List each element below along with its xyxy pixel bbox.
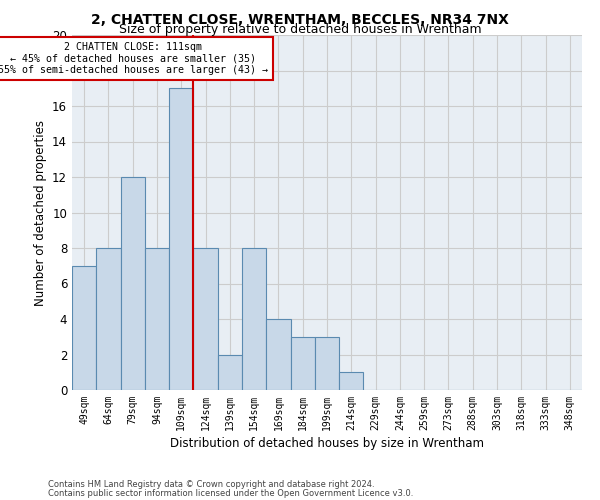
Bar — [145, 248, 169, 390]
Bar — [339, 372, 364, 390]
Bar — [169, 88, 193, 390]
Bar — [96, 248, 121, 390]
Text: Contains HM Land Registry data © Crown copyright and database right 2024.: Contains HM Land Registry data © Crown c… — [48, 480, 374, 489]
Text: 2 CHATTEN CLOSE: 111sqm
← 45% of detached houses are smaller (35)
55% of semi-de: 2 CHATTEN CLOSE: 111sqm ← 45% of detache… — [0, 42, 268, 76]
Bar — [242, 248, 266, 390]
Bar — [121, 177, 145, 390]
Bar — [290, 337, 315, 390]
Text: Contains public sector information licensed under the Open Government Licence v3: Contains public sector information licen… — [48, 488, 413, 498]
Bar — [72, 266, 96, 390]
Bar — [266, 319, 290, 390]
X-axis label: Distribution of detached houses by size in Wrentham: Distribution of detached houses by size … — [170, 437, 484, 450]
Text: 2, CHATTEN CLOSE, WRENTHAM, BECCLES, NR34 7NX: 2, CHATTEN CLOSE, WRENTHAM, BECCLES, NR3… — [91, 12, 509, 26]
Bar — [218, 354, 242, 390]
Bar — [193, 248, 218, 390]
Bar — [315, 337, 339, 390]
Y-axis label: Number of detached properties: Number of detached properties — [34, 120, 47, 306]
Text: Size of property relative to detached houses in Wrentham: Size of property relative to detached ho… — [119, 22, 481, 36]
